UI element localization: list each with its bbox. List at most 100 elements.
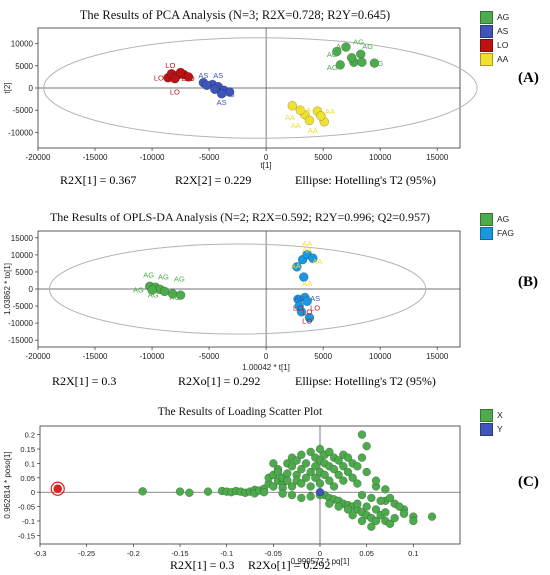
point-label: AG [158, 272, 169, 281]
stat-r2x2: R2X[2] = 0.229 [175, 173, 252, 187]
data-point-x [306, 492, 315, 501]
point-label: AG [133, 285, 144, 294]
data-point-lo [175, 67, 186, 78]
y-tick-label: -0.15 [18, 531, 35, 540]
data-point-fag [302, 296, 312, 307]
data-point-x [297, 479, 306, 488]
data-point-lo [183, 72, 194, 82]
point-label: AG [362, 42, 373, 51]
x-tick-label: 10000 [369, 153, 392, 162]
data-point-fag [304, 312, 315, 323]
data-point-x [269, 482, 278, 491]
stat-ellipse: Ellipse: Hotelling's T2 (95%) [295, 173, 436, 187]
data-point-x [381, 485, 390, 494]
point-label: AA [291, 261, 301, 270]
data-point-x [362, 467, 371, 477]
data-point-x [301, 459, 311, 468]
point-label: AA [325, 107, 335, 116]
data-point-x [297, 450, 306, 460]
data-point-x [325, 499, 334, 508]
legend-item-ag: AG [480, 210, 509, 226]
stat-ellipse: Ellipse: Hotelling's T2 (95%) [295, 374, 436, 388]
stat-r2xo1: R2Xo[1] = 0.292 [178, 374, 261, 388]
data-point-x [273, 467, 283, 477]
y-tick-label: -10000 [8, 128, 33, 137]
y-tick-label: 5000 [15, 62, 33, 71]
chart-title: The Results of Loading Scatter Plot [157, 406, 323, 418]
data-point-x [269, 459, 278, 468]
panel-tag: (C) [518, 474, 539, 490]
data-point-ag [159, 286, 170, 297]
oplsda-scatter-plot: -20000 -15000 -10000 -5000 0 5000 10000 15000 -1… [3, 230, 461, 372]
x-tick-label: 15000 [426, 153, 449, 162]
panel-oplsda: The Results of OPLS-DA Analysis (N=2; R2… [0, 200, 550, 395]
legend-label: AA [497, 54, 509, 65]
legend-swatch [480, 52, 493, 66]
x-tick-label: -0.05 [265, 549, 282, 558]
y-axis-label: t[2] [3, 82, 12, 93]
data-point-x [315, 479, 325, 488]
point-label: AG [143, 271, 154, 280]
stat-r2xo1: R2Xo[1] = 0.292 [248, 558, 331, 572]
legend-swatch [480, 24, 493, 38]
point-label: LO [185, 74, 195, 83]
x-tick-label: -15000 [83, 153, 108, 162]
stat-r2x1: R2X[1] = 0.3 [52, 374, 117, 388]
y-tick-label: 0.1 [25, 459, 35, 468]
data-point-x [287, 490, 297, 500]
y-tick-label: 10000 [11, 40, 34, 49]
y-tick-label: 5000 [15, 268, 33, 277]
data-point-x [395, 502, 404, 511]
point-label: AS [217, 98, 227, 107]
point-label: LO [302, 316, 312, 325]
x-tick-label: 0.05 [359, 549, 374, 558]
data-point-ag [332, 46, 342, 57]
data-point-fag [292, 262, 302, 272]
legend-item-aa: AA [480, 50, 509, 66]
x-tick-label: -5000 [199, 153, 220, 162]
legend-label: AG [497, 12, 510, 23]
x-axis-label: t[1] [261, 161, 272, 170]
point-label: AG [327, 63, 338, 72]
legend-item-ag: AG [480, 8, 510, 24]
data-point-fag [308, 253, 318, 264]
data-point-x [325, 447, 334, 457]
data-point-x [278, 489, 287, 498]
panel-tag: (B) [518, 274, 538, 290]
x-tick-label: 0 [264, 153, 269, 162]
data-point-y [315, 487, 325, 497]
data-point-x [427, 512, 437, 521]
data-point-x [283, 469, 292, 478]
data-point-x [357, 430, 367, 439]
plot-frame [39, 425, 461, 545]
point-label: LO [302, 308, 312, 317]
data-point-x [362, 502, 371, 511]
data-point-x [348, 510, 357, 520]
x-tick-label: -0.2 [127, 549, 140, 558]
point-label: AA [302, 239, 312, 248]
data-point-as [216, 89, 227, 99]
legend-item-as: AS [480, 22, 508, 38]
data-point-ag [357, 57, 367, 67]
data-point-ag [369, 58, 380, 68]
data-point-x [287, 462, 297, 471]
data-point-x [259, 487, 269, 497]
x-tick-label: 15000 [426, 352, 449, 361]
hotelling-ellipse [48, 243, 427, 335]
data-point-x [385, 493, 395, 503]
legend-item-fag: FAG [480, 224, 514, 240]
y-tick-label: 0 [29, 84, 34, 93]
data-point-x [306, 447, 315, 457]
data-point-x [334, 470, 343, 480]
data-point-aa [295, 105, 306, 115]
data-point-fag [294, 301, 304, 311]
point-label: LO [170, 88, 180, 97]
data-point-x [185, 488, 194, 498]
data-point-x [320, 470, 329, 480]
data-point-x [353, 479, 362, 488]
data-point-ag [147, 285, 157, 295]
data-point-x [329, 464, 339, 474]
point-label: AS [213, 71, 223, 80]
data-point-lo [170, 73, 180, 84]
data-point-x [343, 505, 353, 514]
